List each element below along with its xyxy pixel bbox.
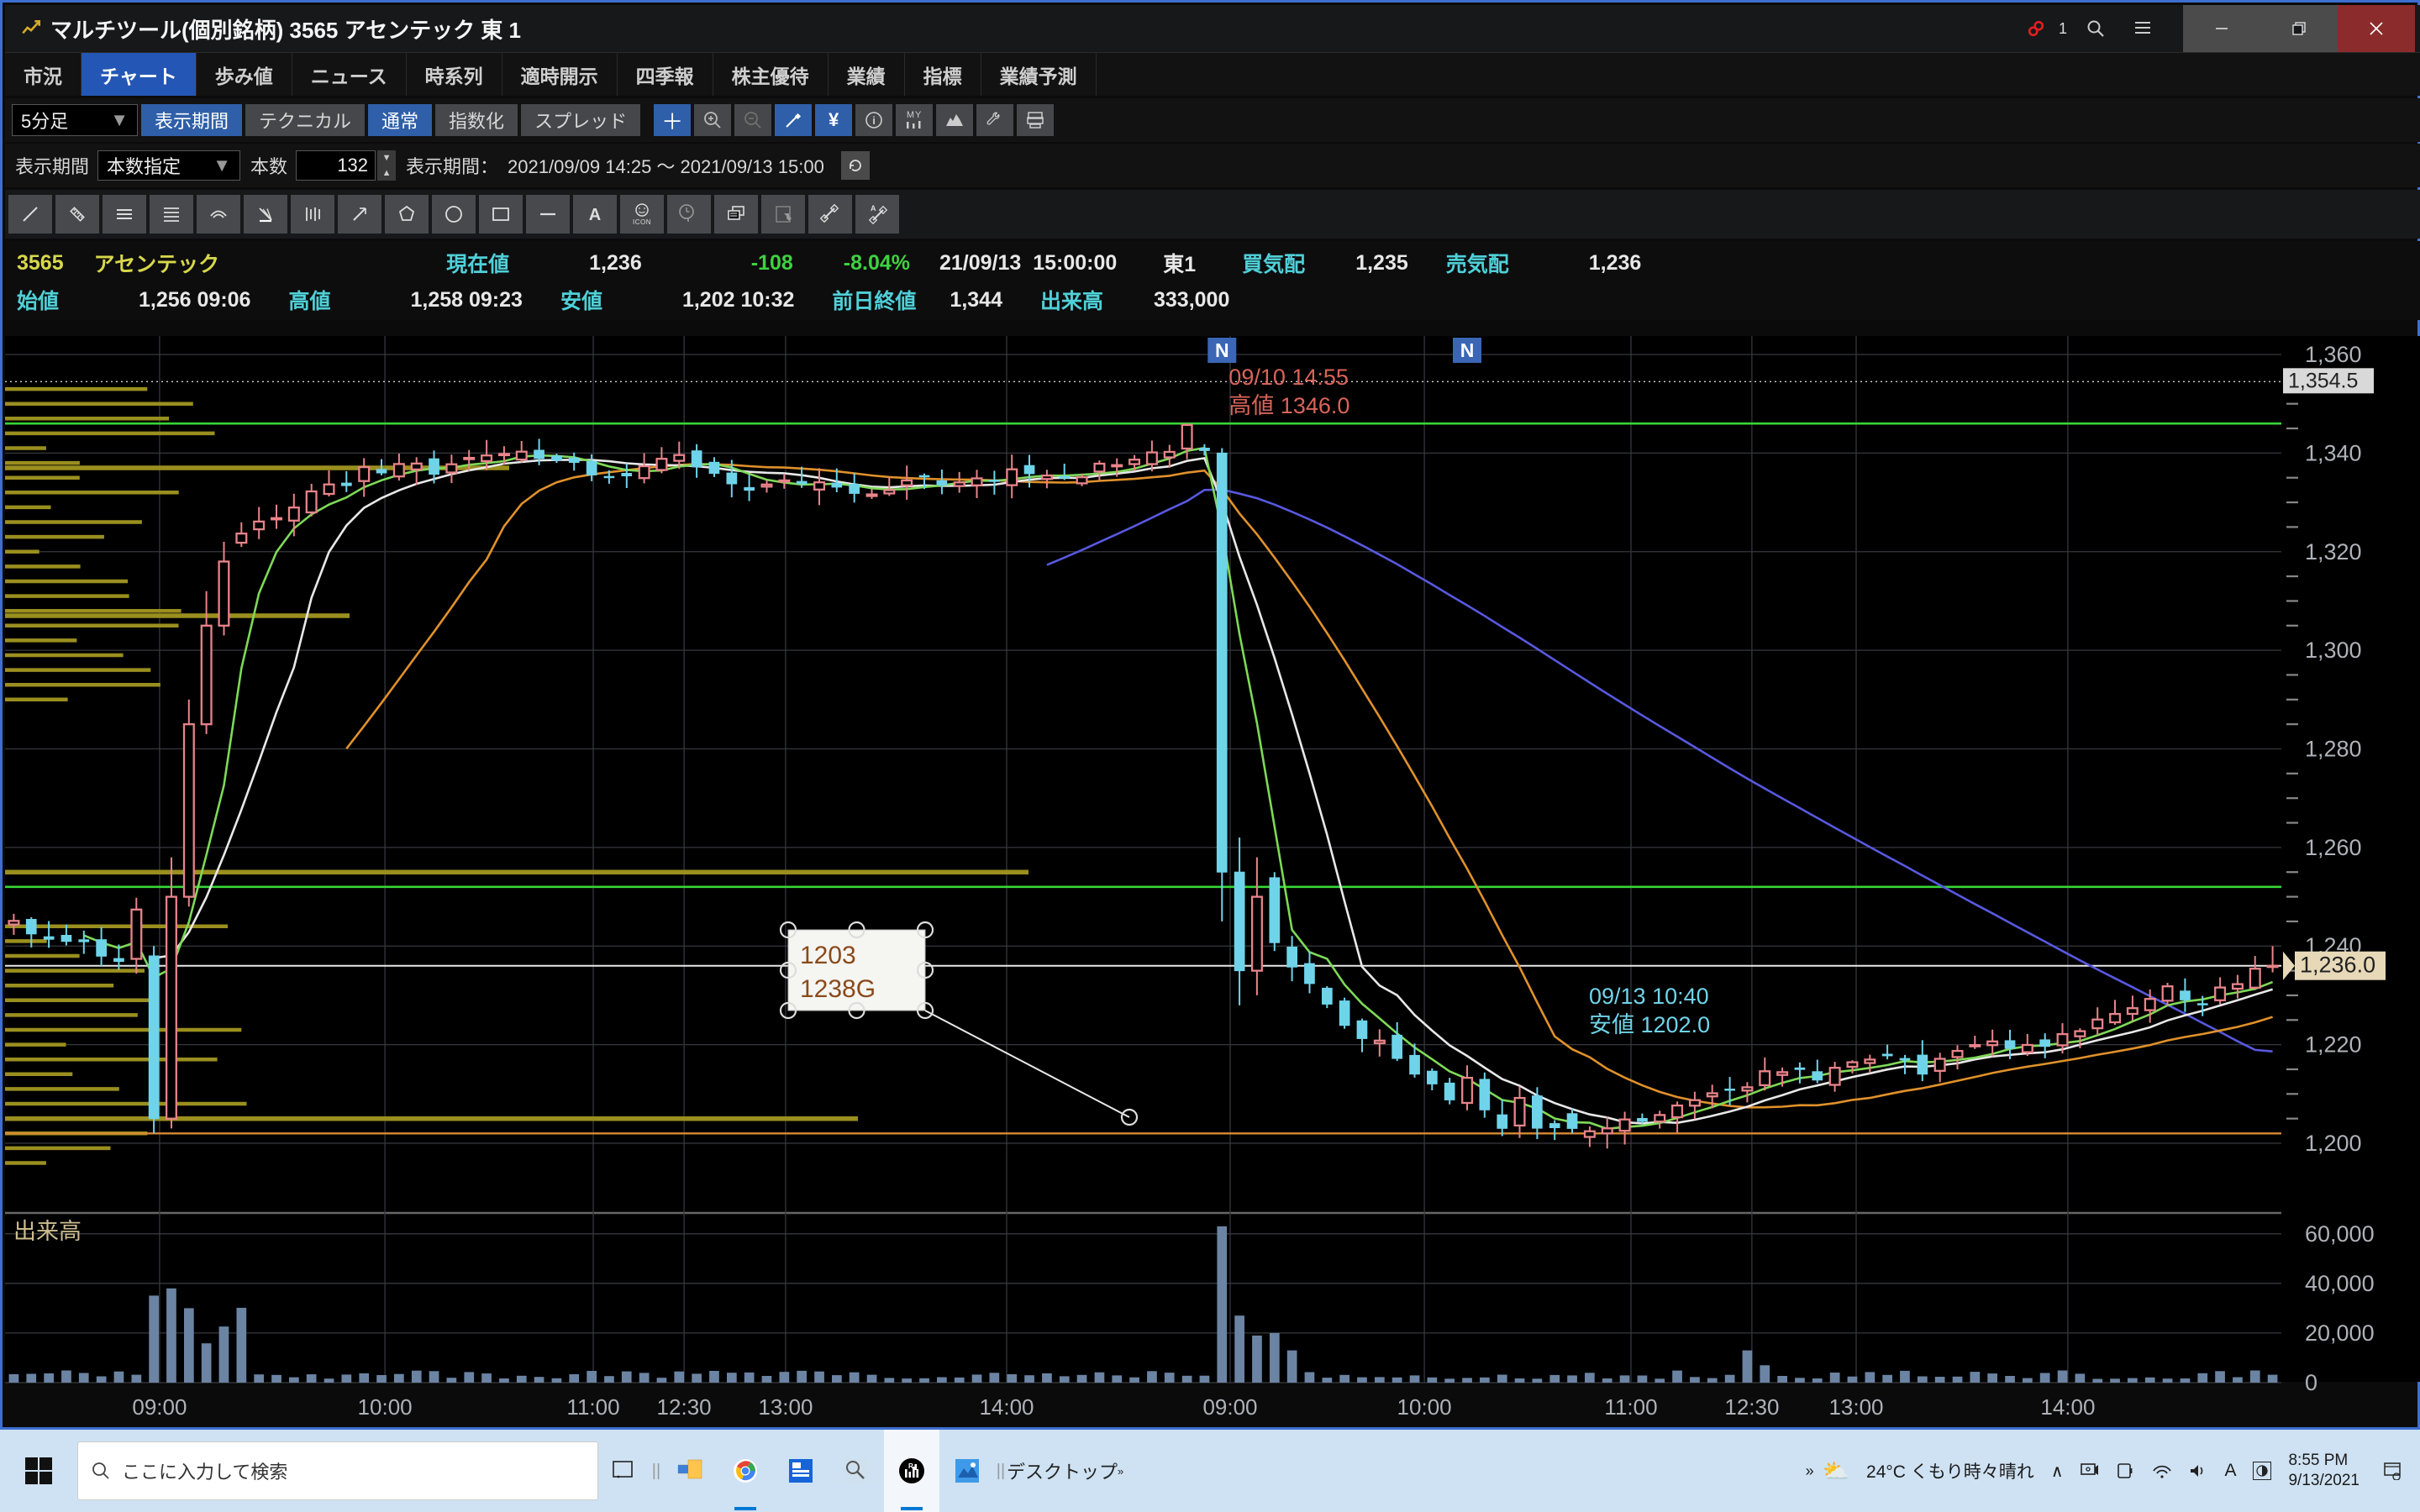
svg-text:安値 1202.0: 安値 1202.0 bbox=[1589, 1012, 1710, 1037]
svg-text:11:00: 11:00 bbox=[1604, 1394, 1657, 1420]
svg-text:1,354.5: 1,354.5 bbox=[2288, 369, 2358, 392]
svg-text:1,340: 1,340 bbox=[2305, 440, 2362, 465]
svg-text:11:00: 11:00 bbox=[566, 1394, 619, 1420]
svg-text:13:00: 13:00 bbox=[1828, 1394, 1883, 1420]
svg-text:20,000: 20,000 bbox=[2305, 1320, 2375, 1346]
svg-text:1,360: 1,360 bbox=[2305, 342, 2362, 367]
svg-text:09/13 10:40: 09/13 10:40 bbox=[1589, 984, 1709, 1009]
svg-text:60,000: 60,000 bbox=[2305, 1221, 2375, 1247]
svg-text:i: i bbox=[872, 114, 876, 127]
svg-text:13:00: 13:00 bbox=[758, 1394, 813, 1420]
svg-text:10:00: 10:00 bbox=[1397, 1394, 1452, 1420]
svg-text:出来高: 出来高 bbox=[13, 1219, 82, 1244]
svg-text:1,260: 1,260 bbox=[2305, 835, 2362, 860]
svg-text:1,300: 1,300 bbox=[2305, 638, 2362, 663]
svg-text:N: N bbox=[1460, 339, 1475, 361]
svg-text:1,320: 1,320 bbox=[2305, 539, 2362, 564]
svg-text:14:00: 14:00 bbox=[979, 1394, 1034, 1420]
svg-text:1,200: 1,200 bbox=[2305, 1131, 2362, 1156]
svg-text:高値 1346.0: 高値 1346.0 bbox=[1228, 393, 1349, 418]
svg-text:0: 0 bbox=[2305, 1370, 2317, 1395]
svg-text:A: A bbox=[871, 204, 876, 213]
svg-text:1,280: 1,280 bbox=[2305, 737, 2362, 762]
svg-text:40,000: 40,000 bbox=[2305, 1271, 2375, 1296]
svg-text:A: A bbox=[589, 206, 601, 224]
svg-text:N: N bbox=[1215, 339, 1229, 361]
svg-text:09:00: 09:00 bbox=[1202, 1394, 1257, 1420]
svg-text:12:30: 12:30 bbox=[657, 1394, 712, 1420]
svg-text:1238G: 1238G bbox=[800, 975, 876, 1003]
svg-text:09/10 14:55: 09/10 14:55 bbox=[1228, 365, 1349, 390]
svg-text:09:00: 09:00 bbox=[132, 1394, 187, 1420]
svg-text:10:00: 10:00 bbox=[358, 1394, 413, 1420]
svg-text:1,220: 1,220 bbox=[2305, 1032, 2362, 1058]
svg-text:14:00: 14:00 bbox=[2040, 1394, 2095, 1420]
svg-text:1,236.0: 1,236.0 bbox=[2300, 953, 2375, 978]
svg-text:12:30: 12:30 bbox=[1724, 1394, 1779, 1420]
svg-text:1203: 1203 bbox=[800, 942, 856, 969]
